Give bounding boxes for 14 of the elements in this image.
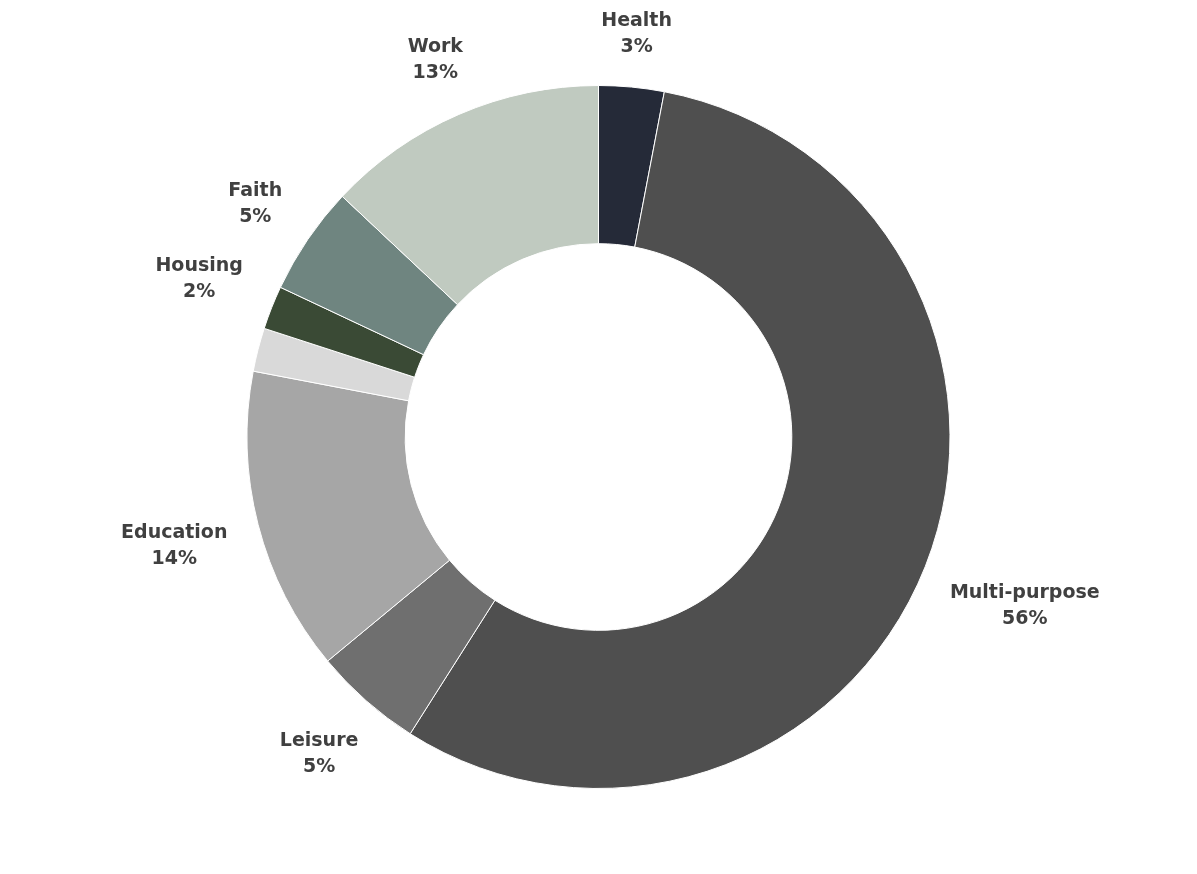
data-label: 56% [1002,605,1048,628]
data-label: 5% [239,203,272,226]
data-label: 5% [302,753,336,776]
data-label: 3% [620,33,653,56]
slice-label: Leisure [279,727,359,750]
slice-label: Health [601,7,672,30]
data-label: 2% [183,278,216,301]
slice-label: Education [121,519,228,542]
slice-label: Work [407,33,464,56]
slice-label: Multi-purpose [949,579,1100,602]
data-label: 14% [151,545,198,568]
slice-label: Faith [228,177,283,200]
data-label: 13% [412,59,459,82]
slice-label: Housing [155,252,243,275]
